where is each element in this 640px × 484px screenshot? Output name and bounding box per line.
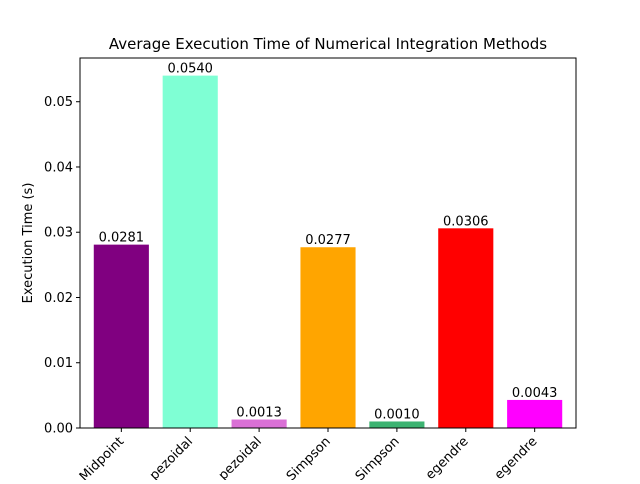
bar-value-label-6: 0.0306 (443, 214, 489, 229)
bar-3 (231, 419, 287, 428)
bar-1 (93, 244, 149, 428)
value-labels: 0.0281 0.0540 0.0013 0.0277 0.0010 0.0306 0.00… (99, 62, 558, 423)
y-axis: 0.00 0.01 0.02 0.03 0.04 0.05 (44, 95, 80, 437)
bar-value-label-1: 0.0281 (99, 231, 145, 246)
plot-bars (93, 75, 563, 428)
y-axis-label: Execution Time (s) (21, 183, 36, 304)
bar-value-label-2: 0.0540 (167, 62, 213, 77)
chart-title: Average Execution Time of Numerical Inte… (109, 35, 547, 53)
y-tick-label: 0.02 (44, 291, 73, 306)
plot-frame (79, 57, 577, 429)
y-tick-label: 0.03 (44, 226, 73, 241)
bar-value-label-5: 0.0010 (374, 407, 420, 422)
y-tick-label: 0.05 (44, 95, 73, 110)
bar-value-label-4: 0.0277 (305, 233, 351, 248)
bar-value-label-7: 0.0043 (512, 386, 558, 401)
bar-5 (369, 421, 425, 428)
bar-value-label-3: 0.0013 (236, 406, 282, 421)
bar-2 (162, 75, 218, 428)
y-tick-label: 0.01 (44, 356, 73, 371)
bar-6 (438, 228, 494, 428)
bar-4 (300, 247, 356, 428)
y-tick-label: 0.00 (44, 422, 73, 437)
bar-7 (507, 399, 563, 428)
y-tick-label: 0.04 (44, 160, 73, 175)
